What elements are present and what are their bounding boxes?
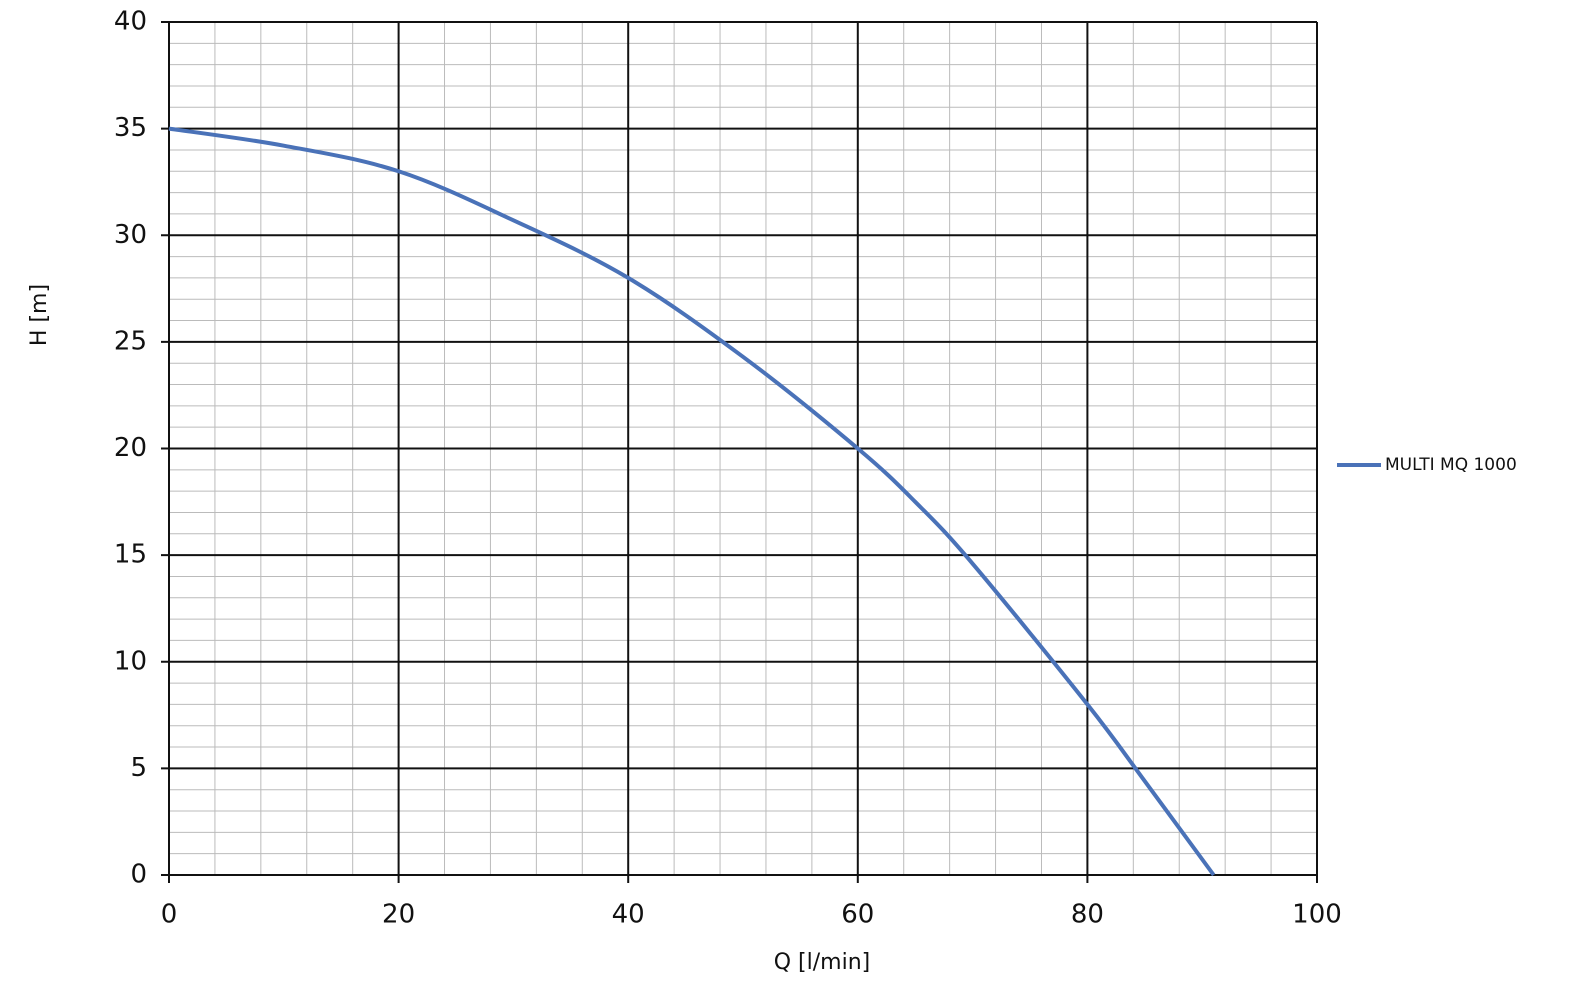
- y-tick-label: 10: [114, 646, 147, 676]
- y-tick-label: 0: [130, 860, 147, 890]
- y-tick-label: 15: [114, 540, 147, 570]
- x-tick-label: 60: [841, 900, 874, 930]
- y-tick-label: 35: [114, 113, 147, 143]
- legend-label: MULTI MQ 1000: [1385, 455, 1517, 475]
- y-tick-label: 25: [114, 326, 147, 356]
- x-axis-label: Q [l/min]: [774, 950, 871, 975]
- x-tick-label: 0: [161, 900, 178, 930]
- x-tick-label: 40: [612, 900, 645, 930]
- y-tick-label: 30: [114, 220, 147, 250]
- x-tick-label: 80: [1071, 900, 1104, 930]
- y-axis-label: H [m]: [27, 284, 52, 346]
- y-tick-label: 5: [130, 753, 147, 783]
- series-line: [168, 126, 1216, 877]
- y-tick-label: 40: [114, 7, 147, 37]
- y-tick-label: 20: [114, 433, 147, 463]
- x-tick-label: 100: [1292, 900, 1342, 930]
- x-tick-label: 20: [382, 900, 415, 930]
